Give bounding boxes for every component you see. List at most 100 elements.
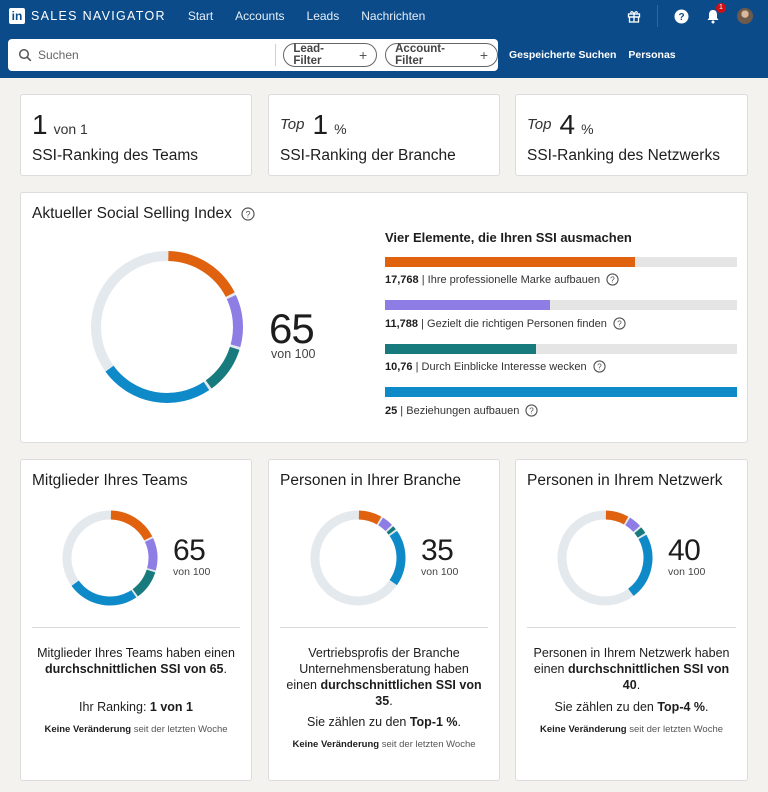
svg-text:?: ? bbox=[678, 12, 684, 23]
ranking-prefix: Top bbox=[527, 116, 552, 133]
donut-segment-4 bbox=[62, 510, 158, 606]
donut-segment-3 bbox=[62, 510, 158, 606]
avatar[interactable] bbox=[736, 7, 754, 25]
nav-link-nachrichten[interactable]: Nachrichten bbox=[361, 9, 426, 23]
peer-ranking: Ihr Ranking: 1 von 1 bbox=[29, 700, 243, 714]
svg-text:?: ? bbox=[617, 319, 622, 329]
element-name: Ihre professionelle Marke aufbauen bbox=[427, 273, 601, 286]
peer-ranking: Sie zählen zu den Top-4 %. bbox=[524, 700, 739, 714]
peer-card-industry: Personen in Ihrer Branche 35 von 100 Ver… bbox=[268, 459, 500, 781]
element-bar-fill bbox=[385, 344, 537, 354]
peer-donut-chart bbox=[62, 510, 158, 606]
account-filter-label: Account-Filter bbox=[395, 43, 445, 67]
account-filter-button[interactable]: Account-Filter + bbox=[385, 43, 499, 67]
help-icon[interactable]: ? bbox=[241, 207, 255, 221]
ranking-value: Top 4 % bbox=[527, 109, 594, 141]
change-text: seit der letzten Woche bbox=[379, 739, 476, 750]
ranking-end: . bbox=[705, 700, 709, 714]
peer-card-team: Mitglieder Ihres Teams 65 von 100 Mitgli… bbox=[20, 459, 252, 781]
notification-badge: 1 bbox=[716, 3, 726, 13]
peer-title: Personen in Ihrem Netzwerk bbox=[527, 472, 723, 489]
ranking-unit: % bbox=[334, 121, 347, 137]
element-label-brand: 17,768 | Ihre professionelle Marke aufba… bbox=[385, 273, 619, 286]
donut-segment-3 bbox=[91, 251, 243, 403]
ssi-score: 65 bbox=[269, 305, 315, 352]
donut-segment-1 bbox=[91, 251, 243, 403]
element-bar-fill bbox=[385, 257, 635, 267]
element-value: 17,768 bbox=[385, 273, 419, 286]
description-end: . bbox=[389, 694, 393, 708]
peer-description: Vertriebsprofis der Branche Unternehmens… bbox=[283, 645, 485, 709]
saved-links: Gespeicherte Suchen Personas bbox=[509, 32, 688, 78]
element-value: 11,788 bbox=[385, 317, 419, 330]
svg-text:?: ? bbox=[530, 406, 535, 416]
ranking-card-industry: Top 1 % SSI-Ranking der Branche bbox=[268, 94, 500, 176]
description-text: Mitglieder Ihres Teams haben einen bbox=[37, 646, 235, 660]
nav-separator bbox=[657, 5, 658, 27]
top-nav: in SALES NAVIGATOR Start Accounts Leads … bbox=[0, 0, 768, 32]
peer-change: Keine Veränderung seit der letzten Woche bbox=[41, 723, 231, 736]
element-label-relationships: 25 | Beziehungen aufbauen ? bbox=[385, 404, 539, 417]
lead-filter-button[interactable]: Lead-Filter + bbox=[283, 43, 378, 67]
ranking-label: SSI-Ranking des Teams bbox=[32, 147, 198, 164]
nav-link-start[interactable]: Start bbox=[187, 9, 214, 23]
ranking-card-team: 1 von 1 SSI-Ranking des Teams bbox=[20, 94, 252, 176]
gift-icon[interactable] bbox=[625, 7, 643, 25]
description-text: Vertriebsprofis der Branche Unternehmens… bbox=[286, 646, 469, 692]
peer-score: 65 bbox=[173, 534, 206, 567]
peer-score-subtitle: von 100 bbox=[173, 566, 211, 578]
search-input[interactable]: Suchen bbox=[37, 48, 79, 62]
lead-filter-label: Lead-Filter bbox=[293, 43, 325, 67]
nav-link-leads[interactable]: Leads bbox=[306, 9, 340, 23]
ranking-number: 4 bbox=[559, 109, 576, 140]
nav-link-accounts[interactable]: Accounts bbox=[235, 9, 285, 23]
donut-segment-3 bbox=[557, 510, 653, 606]
change-text: seit der letzten Woche bbox=[131, 724, 228, 735]
help-icon[interactable]: ? bbox=[672, 7, 690, 25]
plus-icon: + bbox=[358, 47, 368, 63]
description-end: . bbox=[223, 662, 227, 676]
ranking-label: SSI-Ranking des Netzwerks bbox=[527, 147, 720, 164]
svg-text:?: ? bbox=[597, 362, 602, 372]
element-label-insights: 10,76 | Durch Einblicke Interesse wecken… bbox=[385, 360, 606, 373]
ranking-number: 1 bbox=[32, 109, 48, 140]
peer-score: 40 bbox=[668, 534, 701, 567]
description-bold: durchschnittlichen SSI von 35 bbox=[320, 678, 482, 708]
element-label-people: 11,788 | Gezielt die richtigen Personen … bbox=[385, 317, 626, 330]
donut-segment-2 bbox=[310, 510, 406, 606]
element-name: Durch Einblicke Interesse wecken bbox=[421, 360, 587, 373]
ranking-bold: Top-4 % bbox=[657, 700, 706, 714]
donut-segment-4 bbox=[557, 510, 653, 606]
element-bar-fill bbox=[385, 300, 551, 310]
help-icon[interactable]: ? bbox=[592, 360, 606, 373]
logo-text: SALES NAVIGATOR bbox=[31, 9, 166, 23]
ranking-text: Ihr Ranking: bbox=[79, 700, 150, 714]
personas-link[interactable]: Personas bbox=[628, 49, 676, 61]
divider bbox=[280, 627, 488, 628]
peer-ranking: Sie zählen zu den Top-1 %. bbox=[277, 715, 491, 729]
description-text: Personen in Ihrem Netzwerk haben einen bbox=[533, 646, 730, 676]
change-bold: Keine Veränderung bbox=[44, 724, 132, 735]
nav-icons: ? 1 bbox=[611, 0, 754, 32]
element-bar-relationships bbox=[385, 387, 737, 397]
element-value: 10,76 bbox=[385, 360, 413, 373]
element-value: 25 bbox=[385, 404, 398, 417]
ranking-text: Sie zählen zu den bbox=[306, 715, 410, 729]
ranking-bold: 1 von 1 bbox=[149, 700, 193, 714]
help-icon[interactable]: ? bbox=[606, 273, 619, 286]
donut-segment-1 bbox=[62, 510, 158, 606]
svg-text:?: ? bbox=[610, 275, 615, 285]
description-end: . bbox=[636, 678, 641, 692]
help-icon[interactable]: ? bbox=[613, 317, 626, 330]
donut-segment-1 bbox=[557, 510, 653, 606]
description-bold: durchschnittlichen SSI von 40 bbox=[567, 662, 730, 692]
ssi-donut-chart bbox=[91, 251, 243, 403]
help-icon[interactable]: ? bbox=[525, 404, 539, 417]
bell-icon[interactable]: 1 bbox=[704, 3, 726, 25]
donut-segment-3 bbox=[310, 510, 406, 606]
nav-links: Start Accounts Leads Nachrichten bbox=[188, 9, 447, 23]
peer-score-subtitle: von 100 bbox=[421, 566, 459, 578]
saved-searches-link[interactable]: Gespeicherte Suchen bbox=[509, 49, 617, 61]
peer-donut-chart bbox=[557, 510, 653, 606]
sales-navigator-logo[interactable]: in SALES NAVIGATOR bbox=[9, 8, 166, 24]
